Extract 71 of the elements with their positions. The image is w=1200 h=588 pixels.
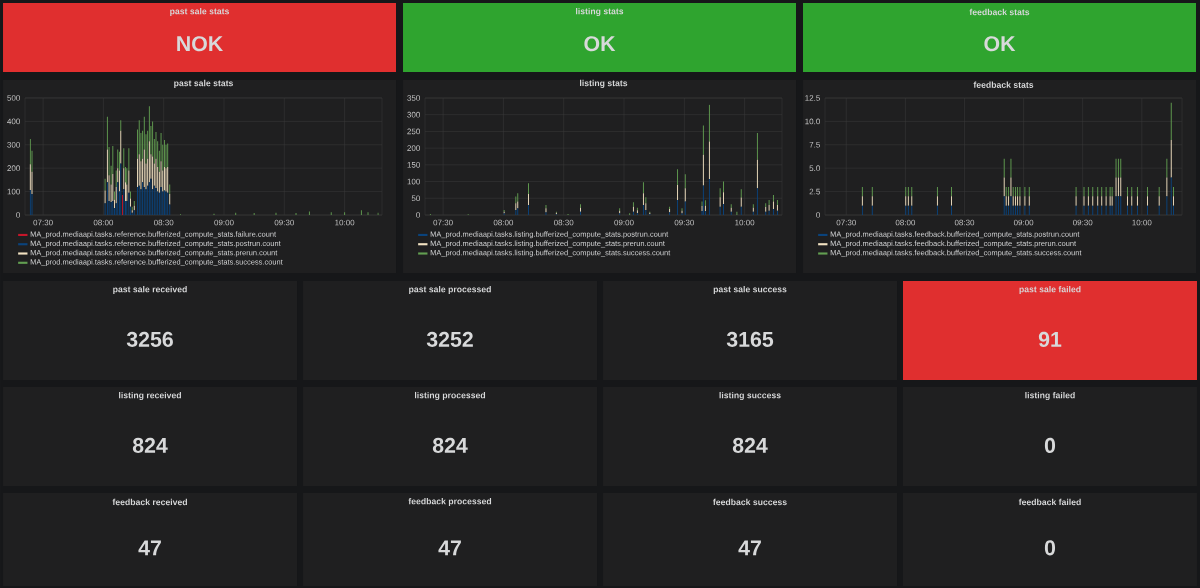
x-tick-label: 10:00 xyxy=(735,219,755,226)
x-tick-label: 08:30 xyxy=(954,219,975,226)
x-tick-label: 10:00 xyxy=(335,219,355,226)
data-label: 47 xyxy=(738,540,761,556)
x-tick-label: 08:30 xyxy=(554,219,574,226)
data-label: 0 xyxy=(1044,540,1056,556)
y-tick-label: 150 xyxy=(407,162,420,168)
y-tick-label: 200 xyxy=(7,165,20,172)
y-tick-label: 300 xyxy=(7,141,20,148)
y-tick-label: 100 xyxy=(407,178,420,185)
x-tick-label: 09:30 xyxy=(1073,219,1093,226)
text: past sale processed xyxy=(409,285,491,295)
x-tick-label: 08:30 xyxy=(154,219,174,226)
text: feedback processed xyxy=(408,497,492,507)
text: feedback failed xyxy=(1018,498,1081,506)
data-label: 47 xyxy=(438,540,461,556)
text: listing stats xyxy=(576,7,624,17)
data-label: 3256 xyxy=(126,331,173,347)
text: listing received xyxy=(119,391,181,401)
x-tick-label: 08:00 xyxy=(895,219,916,226)
x-tick-label: 08:00 xyxy=(93,219,114,226)
y-tick-label: 500 xyxy=(7,95,20,101)
y-tick-label: 0 xyxy=(816,212,820,218)
chart-title: past sale stats xyxy=(174,79,233,88)
x-tick-label: 09:00 xyxy=(214,219,234,226)
data-label: 91 xyxy=(1038,331,1062,347)
data-label: 47 xyxy=(138,540,161,556)
text: past sale stats xyxy=(170,7,229,17)
data-label: 3165 xyxy=(726,331,774,347)
data-label: 3252 xyxy=(426,331,473,347)
y-tick-label: 50 xyxy=(411,195,420,202)
y-tick-label: 100 xyxy=(7,188,20,195)
y-tick-label: 350 xyxy=(407,95,420,101)
x-tick-label: 09:30 xyxy=(674,219,695,226)
x-tick-label: 09:00 xyxy=(614,219,634,226)
y-tick-label: 12.5 xyxy=(805,95,820,101)
x-tick-label: 09:00 xyxy=(1013,219,1034,226)
text: past sale received xyxy=(113,285,187,295)
text: feedback success xyxy=(713,498,787,506)
x-tick-label: 07:30 xyxy=(433,219,453,226)
text: past sale success xyxy=(713,285,787,295)
y-tick-label: 0 xyxy=(16,212,20,218)
text: listing success xyxy=(719,391,781,401)
y-tick-label: 0 xyxy=(416,212,420,218)
text: feedback received xyxy=(112,498,187,506)
text: listing processed xyxy=(414,391,486,401)
text: OK xyxy=(984,36,1016,52)
data-label: 0 xyxy=(1044,437,1056,453)
text: feedback stats xyxy=(969,8,1030,16)
x-tick-label: 07:30 xyxy=(33,219,53,226)
data-label: 824 xyxy=(132,437,168,453)
y-tick-label: 250 xyxy=(407,128,420,135)
chart-title: feedback stats xyxy=(973,81,1034,88)
text: listing failed xyxy=(1025,391,1075,401)
x-tick-label: 10:00 xyxy=(1132,219,1152,226)
y-tick-label: 5.0 xyxy=(809,165,820,172)
y-tick-label: 7.5 xyxy=(809,142,820,148)
y-tick-label: 400 xyxy=(7,118,20,125)
x-tick-label: 07:30 xyxy=(836,219,856,226)
y-tick-label: 10.0 xyxy=(805,118,820,125)
x-tick-label: 09:30 xyxy=(274,219,295,226)
data-label: 824 xyxy=(432,437,468,453)
chart-title: listing stats xyxy=(580,79,628,88)
y-tick-label: 200 xyxy=(407,145,420,151)
y-tick-label: 2.5 xyxy=(809,188,820,195)
data-label: 824 xyxy=(732,437,768,453)
text: past sale failed xyxy=(1019,285,1081,295)
text: NOK xyxy=(177,36,224,52)
x-tick-label: 08:00 xyxy=(493,219,514,226)
y-tick-label: 300 xyxy=(407,111,420,118)
text: OK xyxy=(584,36,616,52)
